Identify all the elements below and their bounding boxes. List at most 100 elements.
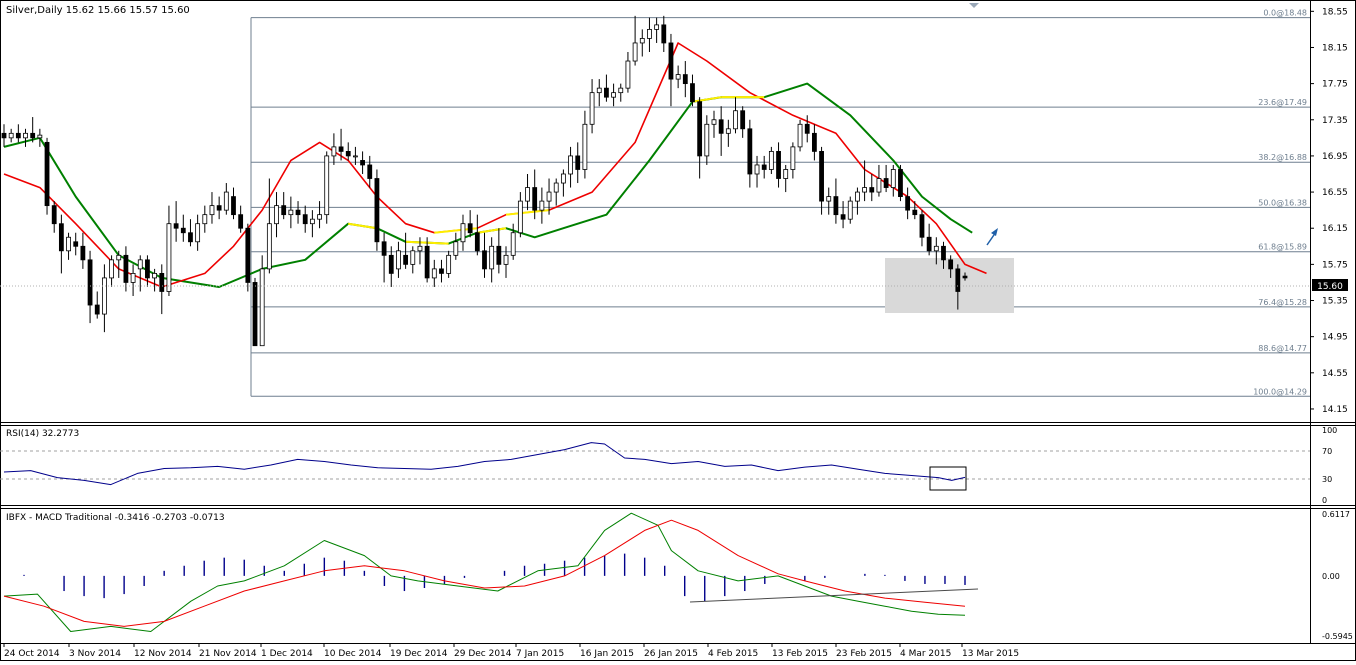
candle-body [546,191,552,202]
candle-body [374,178,380,243]
candle [331,133,337,165]
candle [281,192,287,220]
candle [819,146,824,215]
candle [73,232,79,256]
candle [216,196,222,220]
candle [180,214,186,242]
candle [30,117,36,143]
candle-body [209,205,215,216]
candle [87,250,93,324]
candle-body [962,275,968,279]
candle [740,106,746,138]
candle [905,187,911,220]
current-price-tag [1312,279,1348,291]
candle [675,65,681,89]
candle [109,255,114,287]
rsi-title: RSI(14) 32.2773 [6,429,79,439]
candle [668,33,674,107]
candle-body [403,254,409,265]
candle [718,106,724,156]
candle-body [682,74,688,85]
candle-body [66,236,71,252]
candle-body [331,146,337,157]
macd-title: IBFX - MACD Traditional -0.3416 -0.2703 … [6,513,225,523]
macd-tick-label: -0.5945 [1322,632,1353,641]
candle [295,201,301,224]
candle [130,264,136,296]
candle [403,232,409,269]
chart-shift-marker[interactable] [969,3,979,8]
price-tick-label: 18.15 [1322,43,1348,53]
candle-body [252,282,258,347]
up-arrow[interactable] [986,228,998,246]
candle [474,214,480,256]
candle [367,155,373,188]
candle-body [152,273,158,279]
candle-body [302,214,308,225]
candle-body [1,132,7,139]
candle-body [202,214,208,225]
candle [145,255,150,287]
candle [159,264,165,315]
candle-body [826,196,832,202]
candle-body [424,245,430,279]
candle-body [711,119,717,125]
candle [654,17,660,43]
candle-body [180,227,186,234]
candle-body [833,196,839,216]
candle-body [417,245,423,252]
candle [8,128,14,143]
macd-trendline[interactable] [689,588,979,603]
candle-body [532,187,538,211]
candle [152,268,158,292]
price-tick-label: 16.95 [1322,152,1348,162]
time-tick-label: 19 Dec 2014 [390,649,448,659]
candle [553,178,559,206]
candle [482,232,487,278]
price-tick-label: 16.15 [1322,224,1348,234]
candle-body [51,205,57,225]
candle-body [632,42,638,62]
candle [804,115,810,143]
candle [625,51,631,93]
candle-body [295,209,301,216]
candle-body [876,178,882,193]
candle [618,83,624,102]
candle-body [704,123,710,157]
price-axis: 18.55 18.15 17.75 17.35 16.95 16.55 16.15 15.75… [1310,7,1348,415]
candle-body [647,29,652,39]
candle-body [855,191,860,202]
candle-body [797,123,803,148]
candle [539,187,545,224]
macd-tick-label: 0.6117 [1322,510,1350,519]
time-tick-label: 7 Jan 2015 [516,649,564,659]
candle [231,187,236,220]
candle [94,291,100,319]
candle [460,214,466,251]
candle [768,146,774,174]
rsi-highlight-box[interactable] [929,466,967,491]
candle-body [482,250,487,270]
candle-body [862,187,867,193]
candle [747,119,753,188]
candle-body [819,151,824,202]
price-tick-label: 15.35 [1322,297,1348,307]
candle-body [560,173,566,184]
candle [919,210,925,247]
candle-body [783,169,789,179]
candle-body [905,196,911,211]
candle [467,210,473,238]
candle-body [309,218,315,225]
candle-body [37,134,43,139]
candle [195,214,201,251]
candle-body [109,259,114,279]
candle [690,74,695,107]
candle [102,264,107,333]
candle-body [589,92,595,125]
time-tick-label: 4 Feb 2015 [708,649,758,659]
candle [58,214,64,274]
candle-body [754,164,760,175]
